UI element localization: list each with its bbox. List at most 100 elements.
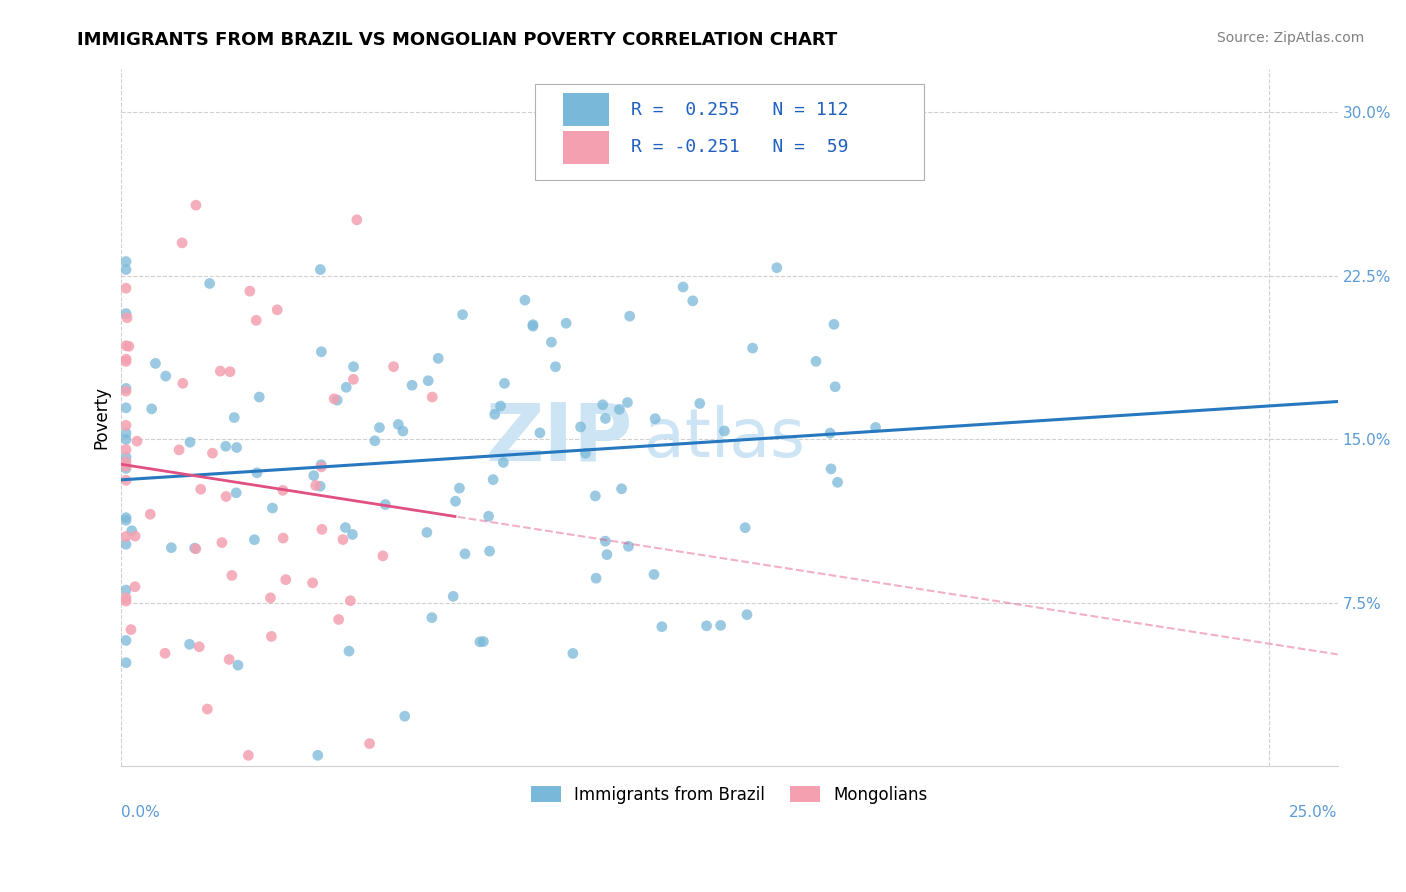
Point: [155, 369, 177, 384]
Point: [569, 420, 592, 434]
Point: [266, 302, 288, 317]
Point: [309, 262, 332, 277]
Point: [478, 509, 501, 524]
Point: [190, 482, 212, 496]
Point: [226, 658, 249, 673]
Point: [818, 426, 841, 441]
Text: ZIP: ZIP: [485, 400, 633, 477]
Point: [209, 364, 232, 378]
Point: [139, 507, 162, 521]
Point: [342, 372, 364, 386]
Text: R =  0.255   N = 112: R = 0.255 N = 112: [631, 101, 849, 119]
Point: [219, 365, 242, 379]
Point: [115, 459, 138, 474]
Point: [374, 498, 396, 512]
Point: [124, 529, 146, 543]
Point: [823, 318, 845, 332]
Point: [359, 737, 381, 751]
Point: [184, 198, 207, 212]
Point: [115, 426, 138, 441]
Point: [305, 478, 328, 492]
Point: [115, 281, 138, 295]
Point: [243, 533, 266, 547]
Point: [766, 260, 789, 275]
Point: [115, 473, 138, 487]
Point: [643, 567, 665, 582]
Point: [311, 344, 333, 359]
Point: [172, 376, 194, 391]
Point: [172, 235, 194, 250]
Point: [115, 381, 138, 395]
Point: [583, 489, 606, 503]
Point: [472, 634, 495, 648]
Point: [115, 442, 138, 457]
Point: [574, 446, 596, 460]
Point: [247, 390, 270, 404]
Point: [307, 748, 329, 763]
Point: [696, 619, 718, 633]
Point: [115, 594, 138, 608]
Point: [215, 490, 238, 504]
Point: [183, 541, 205, 556]
Point: [617, 539, 640, 553]
Point: [328, 612, 350, 626]
Point: [561, 647, 583, 661]
Point: [115, 529, 138, 543]
Point: [595, 534, 617, 549]
Point: [420, 610, 443, 624]
Point: [394, 709, 416, 723]
Point: [323, 392, 346, 406]
Point: [115, 254, 138, 268]
Point: [401, 378, 423, 392]
Point: [529, 425, 551, 440]
Point: [427, 351, 450, 366]
Point: [118, 339, 141, 353]
Point: [124, 580, 146, 594]
Point: [522, 318, 544, 332]
Point: [115, 461, 138, 475]
Point: [115, 591, 138, 605]
Point: [120, 623, 142, 637]
Point: [225, 485, 247, 500]
Point: [596, 548, 619, 562]
FancyBboxPatch shape: [534, 84, 924, 180]
Point: [342, 527, 364, 541]
Point: [585, 571, 607, 585]
Point: [335, 520, 357, 534]
Point: [125, 434, 148, 449]
Point: [215, 439, 238, 453]
Point: [302, 468, 325, 483]
Point: [682, 293, 704, 308]
Point: [167, 442, 190, 457]
Point: [368, 420, 391, 434]
Point: [224, 410, 246, 425]
Point: [416, 525, 439, 540]
Point: [444, 494, 467, 508]
Point: [115, 455, 138, 469]
Point: [454, 547, 477, 561]
Point: [201, 446, 224, 460]
Point: [141, 401, 163, 416]
Point: [382, 359, 405, 374]
Point: [145, 356, 167, 370]
Point: [689, 396, 711, 410]
Point: [188, 640, 211, 654]
Text: R = -0.251   N =  59: R = -0.251 N = 59: [631, 138, 849, 156]
Point: [115, 262, 138, 277]
Point: [115, 513, 138, 527]
Point: [478, 544, 501, 558]
Point: [211, 535, 233, 549]
Point: [179, 637, 201, 651]
Point: [468, 635, 491, 649]
Point: [494, 376, 516, 391]
Point: [309, 458, 332, 472]
Point: [309, 459, 332, 474]
Point: [544, 359, 567, 374]
Point: [735, 607, 758, 622]
Point: [420, 390, 443, 404]
Text: Source: ZipAtlas.com: Source: ZipAtlas.com: [1216, 31, 1364, 45]
Point: [364, 434, 387, 448]
Point: [713, 424, 735, 438]
Point: [115, 633, 138, 648]
Bar: [562, 130, 609, 164]
